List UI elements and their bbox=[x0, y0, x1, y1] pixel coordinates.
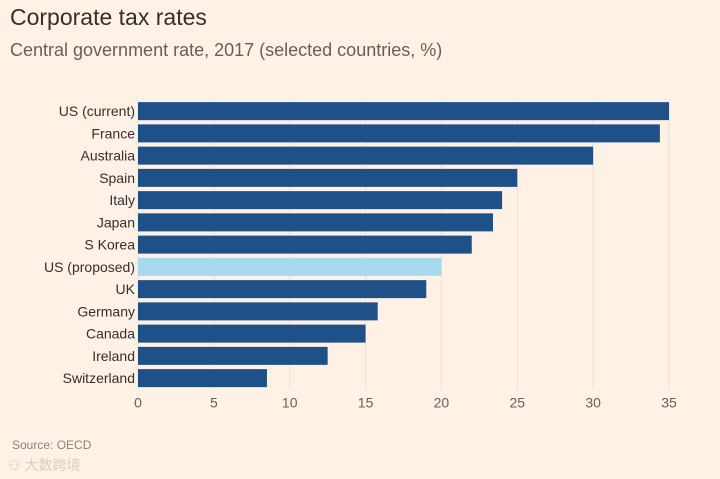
bar bbox=[138, 280, 427, 299]
source-note: Source: OECD bbox=[12, 438, 92, 452]
x-tick-label: 25 bbox=[509, 394, 525, 410]
x-tick-label: 35 bbox=[661, 394, 677, 410]
x-tick-label: 10 bbox=[282, 394, 298, 410]
category-label: Canada bbox=[86, 326, 135, 342]
x-tick-label: 5 bbox=[210, 394, 218, 410]
category-label: US (current) bbox=[59, 103, 135, 119]
bar bbox=[138, 369, 267, 388]
bar bbox=[138, 235, 472, 254]
category-label: S Korea bbox=[84, 237, 135, 253]
x-tick-label: 0 bbox=[134, 394, 142, 410]
category-label: Ireland bbox=[92, 348, 135, 364]
bar bbox=[138, 124, 660, 143]
category-label: Australia bbox=[81, 148, 136, 164]
bar bbox=[138, 102, 669, 121]
category-label: France bbox=[91, 125, 135, 141]
chart-title: Corporate tax rates bbox=[10, 4, 207, 30]
bar bbox=[138, 346, 328, 365]
bar bbox=[138, 324, 366, 343]
x-tick-label: 15 bbox=[358, 394, 374, 410]
bar bbox=[138, 257, 442, 276]
x-tick-label: 30 bbox=[585, 394, 601, 410]
category-label: Japan bbox=[97, 214, 135, 230]
x-tick-label: 20 bbox=[434, 394, 450, 410]
watermark-logo: ⚇ 大数跨境 bbox=[8, 457, 81, 473]
category-label: Switzerland bbox=[63, 370, 135, 386]
category-label: Italy bbox=[109, 192, 135, 208]
category-label: US (proposed) bbox=[44, 259, 135, 275]
bar bbox=[138, 302, 378, 321]
category-label: Spain bbox=[99, 170, 135, 186]
category-label: UK bbox=[116, 281, 136, 297]
bar bbox=[138, 213, 494, 232]
category-label: Germany bbox=[77, 303, 135, 319]
bar bbox=[138, 168, 518, 187]
chart-subtitle: Central government rate, 2017 (selected … bbox=[10, 40, 443, 60]
bar bbox=[138, 146, 594, 165]
bar bbox=[138, 191, 503, 210]
